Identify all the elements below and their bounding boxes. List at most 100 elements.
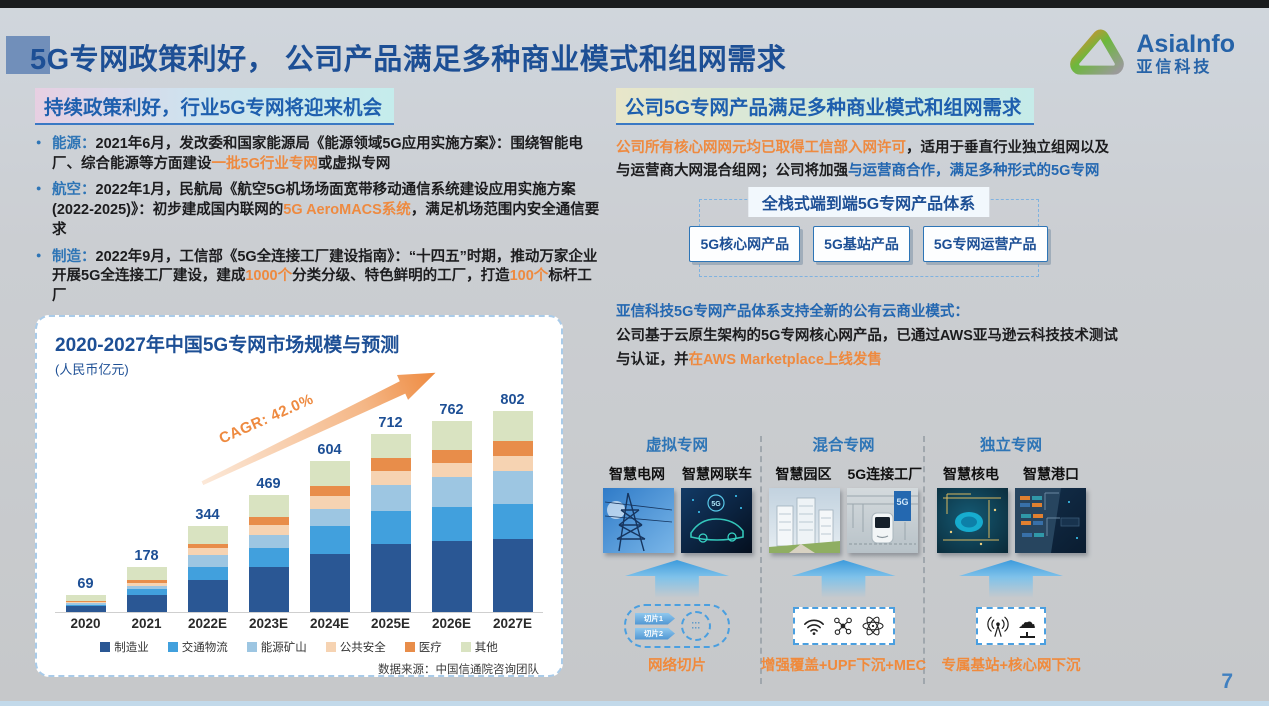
bar-segment-能源矿山 xyxy=(492,471,533,505)
legend-swatch xyxy=(246,641,257,652)
text-segment: 公司基于云原生架构的5G专网核心网产品，已通过AWS亚马逊云科技技术测试与认证，… xyxy=(616,328,1118,369)
mode-hybrid-network: 混合专网 智慧园区 5G连接工厂 xyxy=(760,433,927,675)
case-images: 5G xyxy=(602,488,752,553)
legend-swatch xyxy=(100,641,111,652)
tech-label-coverage-upf-mec: 增强覆盖+UPF下沉+MEC xyxy=(760,658,927,674)
case-labels: 智慧园区 5G连接工厂 xyxy=(768,464,923,484)
x-axis-label: 2026E xyxy=(431,615,472,631)
text-segment: ，适用于垂直行业独立组网以及与运营商大网混合组网；公司将加强 xyxy=(616,140,1109,180)
coverage-upf-mec-iconbox xyxy=(792,607,895,645)
smart-nuclear-image xyxy=(936,488,1008,553)
bar-segment-其他 xyxy=(65,594,106,601)
bar-stack xyxy=(431,421,472,612)
text-segment: 与运营商合作，满足多种形式的5G专网 xyxy=(848,163,1100,180)
policy-bullet-list: ● 能源：2021年6月，发改委和国家能源局《能源领域5G应用实施方案》：围绕智能… xyxy=(35,135,600,307)
slice-tags: 切片1 切片2 xyxy=(635,612,675,640)
page-title: 5G专网政策利好， 公司产品满足多种商业模式和组网需求 xyxy=(30,44,787,76)
text-segment: 在AWS Marketplace上线发售 xyxy=(688,352,882,369)
bar-value-label: 69 xyxy=(77,575,94,592)
legend-item: 其他 xyxy=(460,639,498,655)
legend-label: 医疗 xyxy=(418,641,442,654)
bar-segment-交通物流 xyxy=(187,567,228,580)
tech-label-dedicated-base-station: 专属基站+核心网下沉 xyxy=(941,658,1081,674)
bar-segment-制造业 xyxy=(370,543,411,612)
bar-segment-公共安全 xyxy=(370,470,411,485)
bar-segment-交通物流 xyxy=(431,506,472,541)
bar-segment-其他 xyxy=(370,433,411,458)
case-label-smart-campus: 智慧园区 xyxy=(775,466,832,482)
bar-segment-医疗 xyxy=(65,601,106,602)
bar-segment-交通物流 xyxy=(126,589,167,595)
text-segment: 2022年9月，工信部《5G全连接工厂建设指南》：“十四五”时期，推动万家企业开… xyxy=(52,248,598,285)
bar-segment-制造业 xyxy=(248,566,289,612)
bar-segment-能源矿山 xyxy=(309,508,350,527)
bar-segment-其他 xyxy=(431,421,472,450)
bullet-item: ● 能源：2021年6月，发改委和国家能源局《能源领域5G应用实施方案》：围绕智能… xyxy=(35,135,600,174)
bar-segment-医疗 xyxy=(309,485,350,496)
mode-title: 独立专网 xyxy=(979,437,1042,454)
chart-unit-label: (人民币亿元) xyxy=(55,361,129,377)
legend-swatch xyxy=(404,641,415,652)
bar-value-label: 762 xyxy=(439,402,464,419)
case-label-5g-factory: 5G连接工厂 xyxy=(847,466,923,482)
text-segment: 标杆工厂 xyxy=(52,268,592,305)
bar-segment-交通物流 xyxy=(492,504,533,540)
bar-stack xyxy=(187,525,228,612)
mode-independent-network: 独立专网 智慧核电 智慧港口 xyxy=(925,433,1097,675)
products-section-heading: 公司5G专网产品满足多种商业模式和组网需求 xyxy=(616,88,1034,125)
up-arrow-icon xyxy=(791,560,896,598)
svg-text:5G: 5G xyxy=(711,501,721,508)
bar-segment-公共安全 xyxy=(309,495,350,509)
bar-stack xyxy=(126,567,167,612)
top-border-strip xyxy=(0,0,1269,8)
bar-segment-交通物流 xyxy=(65,604,106,607)
bar-column: 762 xyxy=(423,402,480,612)
slice-dots: ··· xyxy=(691,623,701,633)
connected-car-image: 5G xyxy=(680,488,752,553)
cloud-network-icon: ☁ xyxy=(1018,614,1036,638)
smart-grid-image xyxy=(602,488,674,553)
bar-value-label: 469 xyxy=(256,475,281,492)
bar-segment-医疗 xyxy=(187,543,228,549)
bar-segment-制造业 xyxy=(187,580,228,612)
logo-name-en: AsiaInfo xyxy=(1136,30,1235,59)
antenna-icon xyxy=(987,616,1009,637)
logo-text: AsiaInfo 亚信科技 xyxy=(1136,31,1235,76)
text-segment: 分类分级、特色鲜明的工厂，打造 xyxy=(292,268,510,285)
case-label-smart-port: 智慧港口 xyxy=(1023,466,1079,482)
bullet-dot: ● xyxy=(36,137,42,147)
bar-segment-医疗 xyxy=(248,517,289,525)
asiainfo-logo-icon xyxy=(1070,29,1125,75)
bottom-border-strip xyxy=(0,701,1269,706)
base-station-core-iconbox: ☁ xyxy=(976,607,1046,645)
bar-segment-能源矿山 xyxy=(431,477,472,507)
bar-stack xyxy=(309,460,350,612)
mode-divider xyxy=(923,436,925,684)
bar-segment-能源矿山 xyxy=(187,554,228,568)
x-axis-label: 2025E xyxy=(370,615,411,631)
legend-label: 能源矿山 xyxy=(260,641,307,654)
product-system: 全栈式端到端5G专网产品体系 5G核心网产品 5G基站产品 5G专网运营产品 xyxy=(689,187,1048,278)
text-segment: 2022年1月，民航局《航空5G机场场面宽带移动通信系统建设应用实施方案(202… xyxy=(52,182,576,219)
slice-tag-1: 切片1 xyxy=(635,612,675,625)
bar-stack xyxy=(492,411,533,612)
mode-virtual-network: 虚拟专网 智慧电网 智慧网联车 xyxy=(598,433,756,675)
legend-swatch xyxy=(325,641,336,652)
bar-column: 69 xyxy=(57,576,114,612)
policy-section: 持续政策利好，行业5G专网将迎来机会 ● 能源：2021年6月，发改委和国家能源局… xyxy=(35,88,600,677)
bar-segment-公共安全 xyxy=(492,456,533,472)
legend-item: 能源矿山 xyxy=(246,639,307,655)
text-segment: 2021年6月，发改委和国家能源局《能源领域5G应用实施方案》：围绕智能电厂、综… xyxy=(52,136,583,172)
legend-label: 制造业 xyxy=(114,641,149,654)
network-slice-capsule-icon: 切片1 切片2 ··· ··· xyxy=(624,604,730,648)
bullet-item: ● 制造：2022年9月，工信部《5G全连接工厂建设指南》：“十四五”时期，推动万… xyxy=(35,248,600,307)
x-axis-label: 2020 xyxy=(70,615,101,631)
bar-segment-公共安全 xyxy=(126,582,167,586)
bar-segment-制造业 xyxy=(126,594,167,612)
asiainfo-logo: AsiaInfo 亚信科技 xyxy=(1068,28,1235,80)
svg-text:5G: 5G xyxy=(896,497,908,507)
bullet-item: ● 航空：2022年1月，民航局《航空5G机场场面宽带移动通信系统建设应用实施方案… xyxy=(35,181,600,240)
bar-segment-能源矿山 xyxy=(370,485,411,511)
bar-segment-其他 xyxy=(126,567,167,580)
title-accent-square xyxy=(6,36,50,74)
